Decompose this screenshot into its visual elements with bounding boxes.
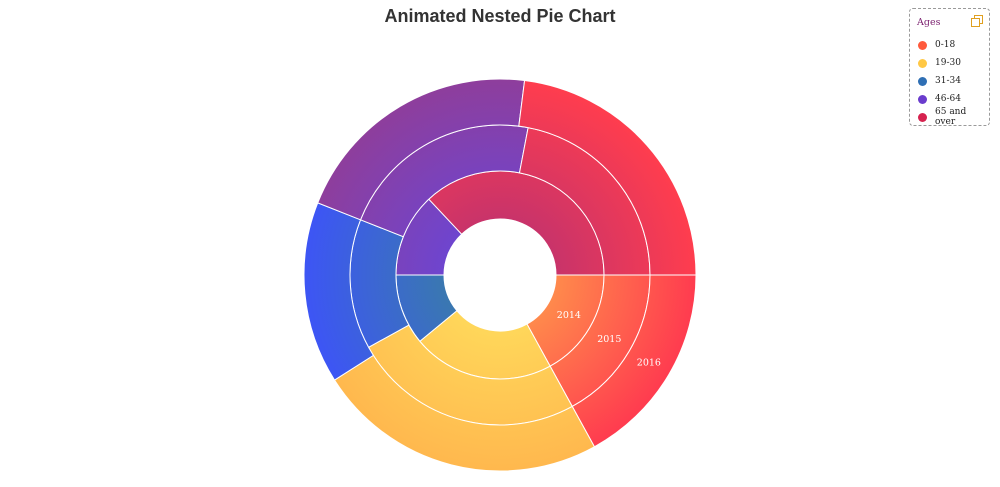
legend-swatch-31-34 — [918, 76, 927, 86]
chart-title: Animated Nested Pie Chart — [384, 6, 616, 26]
legend-item-0-18[interactable]: 0-18 — [918, 38, 955, 52]
copy-icon[interactable] — [971, 15, 983, 27]
legend-title: Ages — [917, 17, 941, 28]
legend-swatch-19-30 — [918, 58, 927, 68]
legend-label-19-30: 19-30 — [935, 58, 961, 68]
ring-label-2014: 2014 — [557, 310, 581, 321]
legend-swatch-46-64 — [918, 94, 927, 104]
slice-2016-65-and-over[interactable] — [518, 79, 697, 276]
legend-label-46-64: 46-64 — [935, 94, 961, 104]
ring-label-2016: 2016 — [637, 358, 661, 369]
legend: Ages 0-18 19-30 31-34 46-64 65 and over — [909, 8, 990, 127]
legend-label-65-and-over: 65 and over — [935, 107, 967, 127]
legend-swatch-0-18 — [918, 40, 927, 50]
legend-swatch-65-and-over — [918, 112, 927, 122]
ring-label-2015: 2015 — [597, 334, 621, 345]
legend-label-0-18: 0-18 — [935, 40, 956, 50]
legend-item-31-34[interactable]: 31-34 — [918, 74, 961, 88]
legend-item-65-and-over[interactable]: 65 and over — [918, 107, 989, 127]
legend-label-31-34: 31-34 — [935, 76, 961, 86]
legend-item-19-30[interactable]: 19-30 — [918, 56, 961, 70]
legend-item-46-64[interactable]: 46-64 — [918, 92, 961, 106]
